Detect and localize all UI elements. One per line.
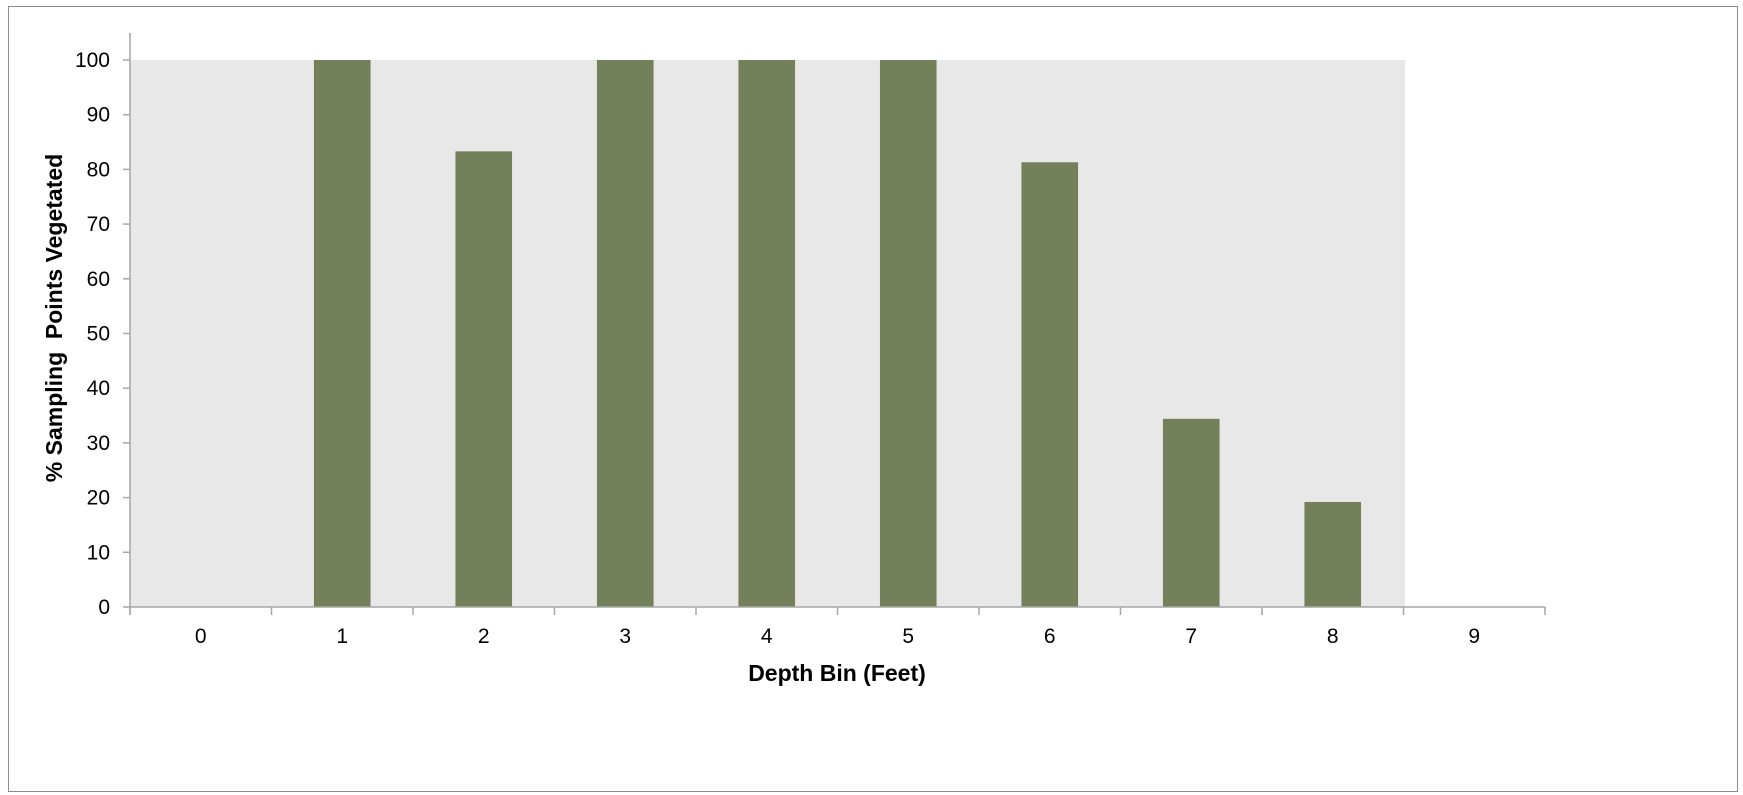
x-axis-title: Depth Bin (Feet) [748, 660, 926, 686]
bars-layer [313, 60, 1362, 607]
y-tick-label: 80 [87, 158, 110, 181]
bar-6 [1021, 162, 1079, 607]
bar-8 [1304, 501, 1362, 607]
y-tick-label: 10 [87, 541, 110, 564]
bar-1 [313, 60, 371, 607]
bar-5 [879, 60, 937, 607]
x-tick-label: 0 [195, 625, 207, 648]
x-tick-label: 9 [1468, 625, 1480, 648]
y-tick-label: 90 [87, 104, 110, 127]
y-tick-label: 100 [75, 49, 110, 72]
x-axis-ticks: 0 1 2 3 4 5 6 7 8 9 [129, 607, 1546, 648]
y-tick-label: 30 [87, 432, 110, 455]
x-tick-label: 3 [619, 625, 631, 648]
x-tick-label: 1 [336, 625, 348, 648]
x-tick-label: 4 [761, 625, 773, 648]
bar-7 [1162, 418, 1220, 607]
x-tick-label: 8 [1327, 625, 1339, 648]
x-tick-label: 2 [478, 625, 490, 648]
x-tick-label: 7 [1185, 625, 1197, 648]
y-tick-label: 0 [98, 596, 110, 619]
y-axis-ticks: 0 10 20 30 40 50 60 70 80 90 100 [75, 49, 130, 619]
y-tick-label: 60 [87, 268, 110, 291]
y-tick-label: 40 [87, 377, 110, 400]
x-tick-label: 5 [902, 625, 914, 648]
x-tick-label: 6 [1044, 625, 1056, 648]
y-tick-label: 70 [87, 213, 110, 236]
bar-4 [738, 60, 796, 607]
y-tick-label: 20 [87, 487, 110, 510]
bar-3 [596, 60, 654, 607]
y-axis-title: % Sampling Points Vegetated [41, 154, 67, 482]
bar-2 [455, 151, 513, 607]
y-tick-label: 50 [87, 323, 110, 346]
